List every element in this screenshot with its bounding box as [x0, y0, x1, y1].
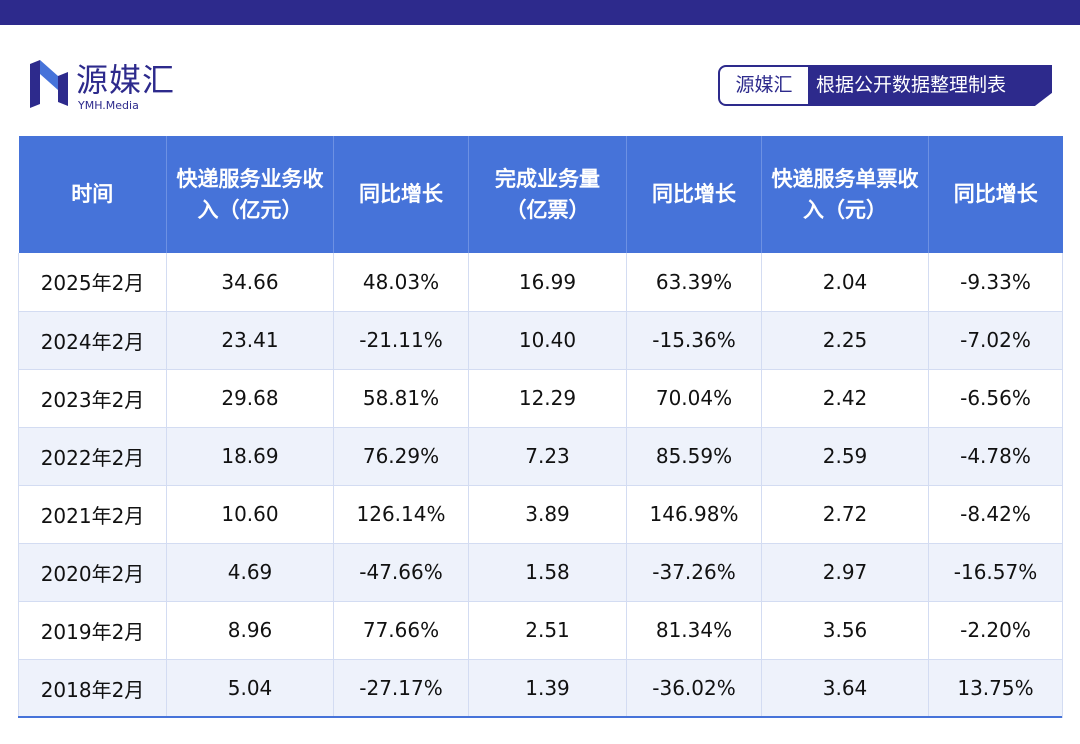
value-cell: 2.25	[761, 311, 929, 370]
column-header: 同比增长	[333, 136, 469, 253]
period-cell: 2019年2月	[18, 601, 167, 660]
value-cell: 3.64	[761, 659, 929, 718]
value-cell: 146.98%	[626, 485, 762, 544]
value-cell: 29.68	[166, 369, 334, 428]
period-cell: 2024年2月	[18, 311, 167, 370]
value-cell: 76.29%	[333, 427, 469, 486]
value-cell: 7.23	[468, 427, 627, 486]
value-cell: 48.03%	[333, 253, 469, 312]
period-cell: 2021年2月	[18, 485, 167, 544]
column-header: 同比增长	[626, 136, 762, 253]
value-cell: 16.99	[468, 253, 627, 312]
table-row: 2024年2月 23.41 -21.11% 10.40 -15.36% 2.25 -7.02…	[18, 311, 1063, 370]
column-header: 完成业务量（亿票）	[468, 136, 627, 253]
value-cell: 2.97	[761, 543, 929, 602]
value-cell: 2.59	[761, 427, 929, 486]
value-cell: 18.69	[166, 427, 334, 486]
source-brand: 源媒汇	[718, 65, 808, 106]
value-cell: -21.11%	[333, 311, 469, 370]
value-cell: -36.02%	[626, 659, 762, 718]
value-cell: 85.59%	[626, 427, 762, 486]
table-row: 2022年2月 18.69 76.29% 7.23 85.59% 2.59 -4.78%	[18, 427, 1063, 486]
source-text: 根据公开数据整理制表	[808, 65, 1052, 106]
value-cell: 34.66	[166, 253, 334, 312]
brand-logo: 源媒汇 YMH.Media	[28, 60, 228, 116]
value-cell: 2.72	[761, 485, 929, 544]
table-row: 2023年2月 29.68 58.81% 12.29 70.04% 2.42 -6.56%	[18, 369, 1063, 428]
column-header: 同比增长	[928, 136, 1063, 253]
value-cell: 5.04	[166, 659, 334, 718]
table-header-row: 时间 快递服务业务收入（亿元） 同比增长 完成业务量（亿票） 同比增长 快递服务单票收入（…	[18, 136, 1063, 253]
value-cell: 126.14%	[333, 485, 469, 544]
value-cell: 1.58	[468, 543, 627, 602]
table-row: 2021年2月 10.60 126.14% 3.89 146.98% 2.72 -8.42%	[18, 485, 1063, 544]
value-cell: 63.39%	[626, 253, 762, 312]
table-row: 2025年2月 34.66 48.03% 16.99 63.39% 2.04 -9.33%	[18, 253, 1063, 312]
value-cell: -37.26%	[626, 543, 762, 602]
value-cell: 13.75%	[928, 659, 1063, 718]
table-row: 2020年2月 4.69 -47.66% 1.58 -37.26% 2.97 -16.57%	[18, 543, 1063, 602]
source-label: 源媒汇 根据公开数据整理制表	[718, 65, 1052, 106]
value-cell: 58.81%	[333, 369, 469, 428]
value-cell: -16.57%	[928, 543, 1063, 602]
value-cell: 12.29	[468, 369, 627, 428]
value-cell: 2.42	[761, 369, 929, 428]
value-cell: 70.04%	[626, 369, 762, 428]
period-cell: 2023年2月	[18, 369, 167, 428]
value-cell: -2.20%	[928, 601, 1063, 660]
value-cell: -7.02%	[928, 311, 1063, 370]
value-cell: -6.56%	[928, 369, 1063, 428]
value-cell: 2.51	[468, 601, 627, 660]
value-cell: 4.69	[166, 543, 334, 602]
top-banner	[0, 0, 1080, 25]
value-cell: -8.42%	[928, 485, 1063, 544]
value-cell: -15.36%	[626, 311, 762, 370]
value-cell: 77.66%	[333, 601, 469, 660]
value-cell: 23.41	[166, 311, 334, 370]
period-cell: 2022年2月	[18, 427, 167, 486]
period-cell: 2020年2月	[18, 543, 167, 602]
value-cell: -9.33%	[928, 253, 1063, 312]
value-cell: 1.39	[468, 659, 627, 718]
table-body: 2025年2月 34.66 48.03% 16.99 63.39% 2.04 -9.33% 2…	[18, 253, 1063, 718]
express-revenue-table: 时间 快递服务业务收入（亿元） 同比增长 完成业务量（亿票） 同比增长 快递服务单票收入（…	[18, 136, 1063, 718]
value-cell: 8.96	[166, 601, 334, 660]
value-cell: -27.17%	[333, 659, 469, 718]
value-cell: -47.66%	[333, 543, 469, 602]
column-header: 快递服务业务收入（亿元）	[166, 136, 334, 253]
period-cell: 2025年2月	[18, 253, 167, 312]
value-cell: 3.56	[761, 601, 929, 660]
column-header: 时间	[18, 136, 167, 253]
logo-name-en: YMH.Media	[78, 99, 139, 112]
table-row: 2019年2月 8.96 77.66% 2.51 81.34% 3.56 -2.20%	[18, 601, 1063, 660]
logo-name-cn: 源媒汇	[76, 61, 176, 99]
value-cell: 2.04	[761, 253, 929, 312]
value-cell: -4.78%	[928, 427, 1063, 486]
value-cell: 81.34%	[626, 601, 762, 660]
period-cell: 2018年2月	[18, 659, 167, 718]
table-row: 2018年2月 5.04 -27.17% 1.39 -36.02% 3.64 13.75%	[18, 659, 1063, 718]
table-bottom-border	[18, 716, 1062, 718]
value-cell: 10.40	[468, 311, 627, 370]
ymh-logo-icon	[30, 60, 68, 108]
column-header: 快递服务单票收入（元）	[761, 136, 929, 253]
value-cell: 3.89	[468, 485, 627, 544]
value-cell: 10.60	[166, 485, 334, 544]
